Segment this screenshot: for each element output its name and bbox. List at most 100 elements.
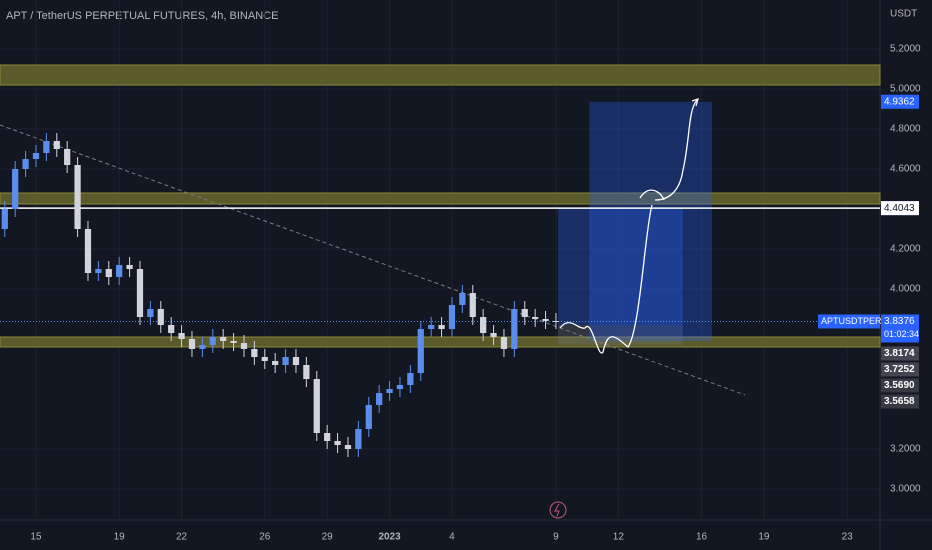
trend-line bbox=[0, 124, 746, 396]
candle-body bbox=[532, 317, 539, 319]
stacked-label: 3.5658 bbox=[884, 396, 915, 407]
candle-body bbox=[126, 265, 133, 269]
y-axis-label: USDT bbox=[890, 9, 917, 20]
candle-body bbox=[43, 141, 50, 153]
y-tick-label: 4.0000 bbox=[890, 284, 921, 295]
candle-body bbox=[105, 269, 112, 277]
countdown: 01:02:34 bbox=[884, 329, 919, 339]
x-tick-label: 12 bbox=[613, 532, 625, 543]
candle-body bbox=[480, 317, 487, 333]
x-tick-label: 29 bbox=[322, 532, 334, 543]
y-tick-label: 5.2000 bbox=[890, 44, 921, 55]
candle-body bbox=[282, 357, 289, 365]
y-tick-label: 5.0000 bbox=[890, 84, 921, 95]
candle-body bbox=[147, 309, 154, 317]
price-label-bg bbox=[881, 201, 919, 216]
x-tick-label: 19 bbox=[114, 532, 126, 543]
x-tick-label: 23 bbox=[842, 532, 854, 543]
candle-body bbox=[459, 293, 466, 305]
candle-body bbox=[251, 349, 258, 357]
candle-body bbox=[386, 389, 393, 393]
x-tick-label: 19 bbox=[758, 532, 770, 543]
plot-area bbox=[0, 0, 881, 520]
stacked-label: 3.7252 bbox=[884, 364, 915, 375]
position-box bbox=[558, 325, 683, 345]
candle-body bbox=[542, 319, 549, 321]
candle-body bbox=[376, 393, 383, 405]
candle-body bbox=[272, 361, 279, 365]
candle-body bbox=[428, 325, 435, 329]
candle-body bbox=[136, 269, 144, 317]
stacked-label: 3.8174 bbox=[884, 348, 915, 359]
position-box bbox=[558, 208, 683, 325]
candle-body bbox=[22, 159, 29, 169]
candle-body bbox=[365, 405, 372, 429]
candle-body bbox=[84, 229, 92, 273]
candle-body bbox=[240, 343, 248, 349]
candle-body bbox=[303, 365, 310, 379]
candle-body bbox=[32, 153, 40, 159]
last-price-bg bbox=[881, 314, 919, 343]
candle-body bbox=[188, 339, 196, 349]
stacked-label: 3.5690 bbox=[884, 380, 915, 391]
candle-body bbox=[500, 337, 508, 349]
x-tick-label: 16 bbox=[696, 532, 708, 543]
x-tick-label: 2023 bbox=[378, 532, 401, 543]
candle-body bbox=[178, 333, 185, 339]
y-tick-label: 3.0000 bbox=[890, 484, 921, 495]
price-label-bg bbox=[881, 94, 919, 109]
candle-body bbox=[292, 357, 300, 365]
y-tick-label: 3.2000 bbox=[890, 444, 921, 455]
x-tick-label: 26 bbox=[259, 532, 271, 543]
candle-body bbox=[209, 337, 216, 345]
x-tick-label: 4 bbox=[449, 532, 455, 543]
candle-body bbox=[396, 385, 404, 389]
candle-body bbox=[157, 309, 164, 325]
candle-body bbox=[261, 357, 268, 361]
chart-title: APT / TetherUS PERPETUAL FUTURES, 4h, BI… bbox=[6, 10, 278, 22]
candle-body bbox=[53, 141, 60, 149]
candle-body bbox=[469, 293, 476, 317]
candle-body bbox=[116, 265, 123, 277]
candle-body bbox=[313, 379, 320, 433]
x-tick-label: 9 bbox=[553, 532, 559, 543]
candle-body bbox=[417, 329, 424, 373]
candle-body bbox=[199, 345, 206, 349]
candle-body bbox=[521, 309, 528, 317]
event-icon[interactable] bbox=[549, 501, 567, 519]
candle-body bbox=[552, 321, 560, 322]
candle-body bbox=[448, 305, 456, 329]
candle-body bbox=[95, 269, 102, 273]
candle-body bbox=[438, 325, 445, 329]
candle-body bbox=[334, 441, 341, 445]
stacked-label-bg bbox=[881, 378, 919, 393]
y-tick-label: 4.6000 bbox=[890, 164, 921, 175]
candle-body bbox=[344, 445, 352, 449]
candle-body bbox=[230, 341, 237, 343]
candle-body bbox=[324, 433, 331, 441]
candle-body bbox=[1, 209, 8, 229]
last-price: 3.8376 bbox=[884, 316, 915, 327]
y-tick-label: 4.2000 bbox=[890, 244, 921, 255]
event-icon-bolt bbox=[554, 503, 560, 517]
candle-body bbox=[490, 333, 497, 337]
candle-body bbox=[64, 149, 71, 165]
candle-body bbox=[12, 169, 19, 209]
hand-drawn-projection bbox=[559, 97, 699, 354]
stacked-label-bg bbox=[881, 394, 919, 409]
candle-body bbox=[74, 165, 81, 229]
position-box bbox=[589, 101, 712, 341]
support-resistance-zone bbox=[0, 64, 881, 86]
stacked-label-bg bbox=[881, 362, 919, 377]
x-tick-label: 15 bbox=[30, 532, 42, 543]
candle-body bbox=[511, 309, 518, 349]
candle-body bbox=[407, 373, 414, 385]
candle-body bbox=[220, 337, 227, 341]
symbol-tag-bg bbox=[818, 314, 880, 329]
support-resistance-zone bbox=[0, 336, 881, 348]
stacked-label-bg bbox=[881, 346, 919, 361]
x-tick-label: 22 bbox=[176, 532, 188, 543]
price-label: 4.9362 bbox=[884, 96, 915, 107]
